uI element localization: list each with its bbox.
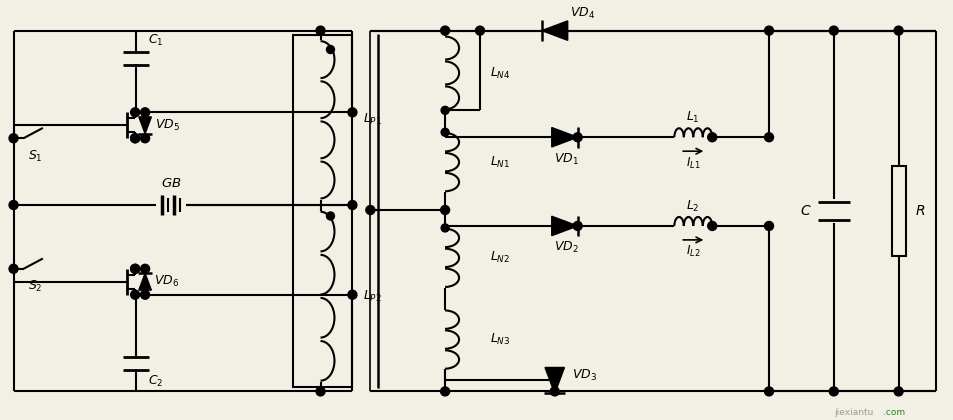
Circle shape <box>893 387 902 396</box>
Circle shape <box>893 26 902 35</box>
Text: $S_2$: $S_2$ <box>29 279 43 294</box>
Circle shape <box>550 387 558 396</box>
Text: .com: .com <box>882 408 903 417</box>
Text: $VD_4$: $VD_4$ <box>570 6 595 21</box>
Circle shape <box>326 212 335 220</box>
Circle shape <box>828 26 838 35</box>
Circle shape <box>828 387 838 396</box>
Circle shape <box>763 26 773 35</box>
Text: $C$: $C$ <box>800 204 811 218</box>
Circle shape <box>131 290 139 299</box>
Circle shape <box>9 264 18 273</box>
Circle shape <box>440 106 449 114</box>
Circle shape <box>440 26 449 35</box>
Circle shape <box>707 221 716 231</box>
Text: $L_{N3}$: $L_{N3}$ <box>489 332 510 347</box>
Polygon shape <box>551 128 578 147</box>
Text: $L_{N2}$: $L_{N2}$ <box>489 250 510 265</box>
Text: $GB$: $GB$ <box>160 176 181 189</box>
Text: $VD_1$: $VD_1$ <box>554 152 578 167</box>
Circle shape <box>131 134 139 143</box>
Polygon shape <box>551 216 578 236</box>
Circle shape <box>9 134 18 143</box>
Text: $C_2$: $C_2$ <box>149 374 164 389</box>
Circle shape <box>140 108 150 117</box>
Circle shape <box>131 264 139 273</box>
Circle shape <box>140 290 150 299</box>
Text: $L_{N1}$: $L_{N1}$ <box>489 155 510 170</box>
Text: $L_{P1}$: $L_{P1}$ <box>362 112 381 127</box>
Text: $VD_5$: $VD_5$ <box>154 118 179 133</box>
Polygon shape <box>544 368 564 394</box>
Text: $I_{L1}$: $I_{L1}$ <box>685 155 700 171</box>
Circle shape <box>366 205 375 215</box>
Text: $VD_6$: $VD_6$ <box>154 274 179 289</box>
Circle shape <box>348 200 356 210</box>
Circle shape <box>348 290 356 299</box>
Circle shape <box>573 221 581 231</box>
Circle shape <box>440 387 449 396</box>
Circle shape <box>315 26 325 35</box>
Circle shape <box>440 128 449 136</box>
Polygon shape <box>541 21 567 40</box>
Circle shape <box>326 45 335 53</box>
Circle shape <box>763 133 773 142</box>
Polygon shape <box>139 273 152 290</box>
Circle shape <box>348 108 356 117</box>
Text: $C_1$: $C_1$ <box>148 33 164 48</box>
Circle shape <box>131 108 139 117</box>
Polygon shape <box>139 117 152 134</box>
Circle shape <box>315 387 325 396</box>
Bar <box>891 166 904 256</box>
Text: $L_1$: $L_1$ <box>686 110 700 125</box>
Text: $R$: $R$ <box>915 204 924 218</box>
Circle shape <box>573 133 581 142</box>
Text: $S_1$: $S_1$ <box>28 149 43 164</box>
Text: $I_{L2}$: $I_{L2}$ <box>685 244 700 260</box>
Circle shape <box>763 221 773 231</box>
Circle shape <box>131 134 139 143</box>
Circle shape <box>140 264 150 273</box>
Text: $L_{P2}$: $L_{P2}$ <box>362 289 381 304</box>
Text: $L_{N4}$: $L_{N4}$ <box>489 66 510 81</box>
Circle shape <box>707 133 716 142</box>
Text: $L_2$: $L_2$ <box>686 199 700 213</box>
Text: $VD_3$: $VD_3$ <box>572 368 597 383</box>
Text: $VD_2$: $VD_2$ <box>554 240 578 255</box>
Text: jiexiantu: jiexiantu <box>833 408 873 417</box>
Circle shape <box>9 200 18 210</box>
Circle shape <box>440 224 449 232</box>
Circle shape <box>131 264 139 273</box>
Circle shape <box>140 134 150 143</box>
Circle shape <box>763 387 773 396</box>
Circle shape <box>475 26 484 35</box>
Circle shape <box>440 205 449 215</box>
Bar <box>293 34 352 387</box>
